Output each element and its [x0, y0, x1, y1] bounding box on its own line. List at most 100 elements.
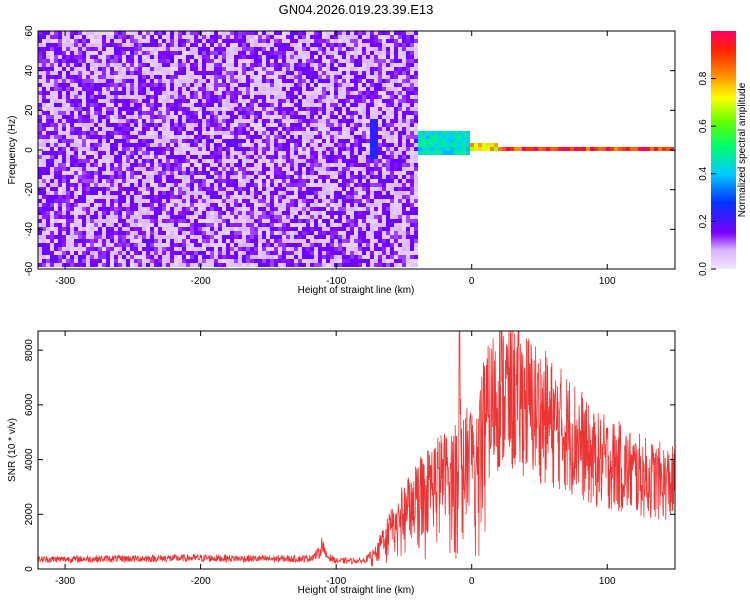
spectrogram-cell	[190, 103, 194, 107]
spectrogram-cell	[122, 231, 126, 235]
spectrogram-cell	[298, 51, 302, 55]
spectrogram-cell	[286, 155, 290, 159]
spectrogram-cell	[190, 195, 194, 199]
spectrogram-cell	[254, 139, 258, 143]
spectrogram-cell	[170, 163, 174, 167]
spectrogram-cell	[246, 95, 250, 99]
spectrogram-cell	[186, 207, 190, 211]
spectrogram-cell	[126, 159, 130, 163]
spectrogram-cell	[58, 103, 62, 107]
spectrogram-cell	[274, 103, 278, 107]
spectrogram-cell	[294, 147, 298, 151]
spectrogram-cell	[74, 259, 78, 263]
spectrogram-cell	[218, 219, 222, 223]
spectrogram-cell	[74, 111, 78, 115]
spectrogram-cell	[38, 199, 42, 203]
spectrogram-cell	[346, 231, 350, 235]
spectrogram-cell	[110, 215, 114, 219]
spectrogram-cell	[342, 31, 346, 35]
spectrogram-cell	[334, 59, 338, 63]
spectrogram-cell	[158, 195, 162, 199]
spectrogram-cell	[166, 67, 170, 71]
spectrogram-cell	[90, 179, 94, 183]
spectrogram-cell	[346, 55, 350, 59]
spectrogram-cell	[50, 179, 54, 183]
spectrogram-cell	[254, 227, 258, 231]
spectrogram-cell	[126, 43, 130, 47]
spectrogram-cell	[202, 87, 206, 91]
spectrogram-cell	[370, 207, 374, 211]
spectrogram-cell	[138, 251, 142, 255]
spectrogram-cell	[58, 99, 62, 103]
spectrogram-cell	[322, 255, 326, 259]
spectrogram-cell	[94, 195, 98, 199]
spectrogram-cell	[274, 55, 278, 59]
spectrogram-cell	[250, 147, 254, 151]
spectrogram-cell	[82, 187, 86, 191]
spectrogram-cell	[130, 171, 134, 175]
spectrogram-cell	[330, 183, 334, 187]
spectrogram-cell	[118, 151, 122, 155]
spectrogram-cell	[142, 263, 146, 267]
spectrogram-cell	[238, 55, 242, 59]
spectrogram-cell	[254, 243, 258, 247]
spectrogram-cell	[62, 239, 66, 243]
spectrogram-cell	[130, 231, 134, 235]
spectrogram-cell	[254, 179, 258, 183]
spectrogram-cell	[226, 79, 230, 83]
spectrogram-cell	[130, 119, 134, 123]
spectrogram-cell	[338, 71, 342, 75]
spectrogram-cell	[194, 167, 198, 171]
spectrogram-cell	[150, 179, 154, 183]
spectrogram-cell	[286, 79, 290, 83]
spectrogram-cell	[290, 59, 294, 63]
spectrogram-cell	[194, 243, 198, 247]
spectrogram-cell	[182, 219, 186, 223]
spectrogram-cell	[262, 67, 266, 71]
spectrogram-cell	[342, 219, 346, 223]
spectrogram-cell	[54, 159, 58, 163]
spectrogram-cell	[74, 87, 78, 91]
spectrogram-cell	[126, 227, 130, 231]
spectrogram-cell	[318, 95, 322, 99]
spectrogram-cell	[54, 31, 58, 35]
spectrogram-cell	[70, 119, 74, 123]
spectrogram-cell	[374, 99, 378, 103]
spectrogram-cell	[326, 103, 330, 107]
spectrogram-cell	[274, 135, 278, 139]
spectrogram-cell	[70, 259, 74, 263]
spectrogram-cell	[266, 123, 270, 127]
spectrogram-cell	[286, 131, 290, 135]
spectrogram-cell	[350, 159, 354, 163]
spectrogram-cell	[242, 211, 246, 215]
spectrogram-cell	[202, 135, 206, 139]
spectrogram-cell	[42, 119, 46, 123]
spectrogram-cell	[134, 79, 138, 83]
spectrogram-cell	[354, 35, 358, 39]
spectrogram-cell	[290, 219, 294, 223]
spectrogram-cell	[194, 215, 198, 219]
spectrogram-cell	[222, 195, 226, 199]
spectrogram-cell	[102, 223, 106, 227]
spectrogram-cell	[294, 263, 298, 267]
spectrogram-cell	[254, 55, 258, 59]
spectrogram-cell	[166, 107, 170, 111]
spectrogram-cell	[102, 215, 106, 219]
spectrogram-cell	[194, 83, 198, 87]
spectrogram-cell	[158, 207, 162, 211]
spectrogram-cell	[282, 215, 286, 219]
spectrogram-cell	[234, 231, 238, 235]
spectrogram-cell	[42, 71, 46, 75]
spectrogram-cell	[110, 131, 114, 135]
spectrogram-cell	[150, 115, 154, 119]
spectrogram-cell	[338, 147, 342, 151]
spectrogram-cell	[226, 239, 230, 243]
spectrogram-cell	[178, 75, 182, 79]
spectrogram-cell	[158, 215, 162, 219]
spectrogram-cell	[238, 67, 242, 71]
spectrogram-cell	[274, 259, 278, 263]
spectrogram-cell	[210, 247, 214, 251]
spectrogram-cell	[234, 243, 238, 247]
spectrogram-cell	[322, 251, 326, 255]
spectrogram-cell	[218, 211, 222, 215]
